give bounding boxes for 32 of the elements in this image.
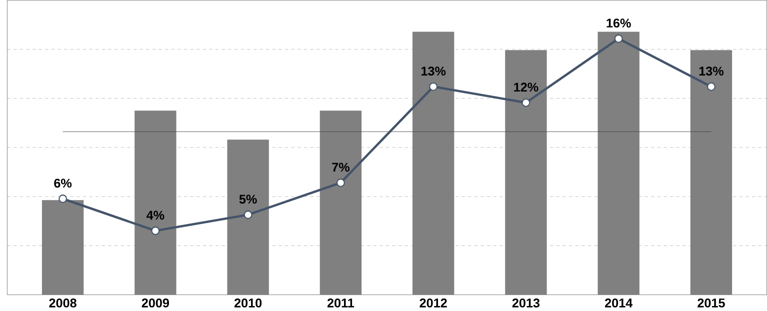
x-tick-label: 2010 <box>234 298 262 308</box>
data-label: 7% <box>332 162 350 172</box>
point <box>522 98 530 107</box>
data-label: 6% <box>54 178 72 188</box>
x-tick-label: 2015 <box>698 298 725 308</box>
point <box>244 210 252 219</box>
x-tick-label: 2012 <box>420 298 447 308</box>
bar <box>227 140 269 295</box>
x-tick-label: 2009 <box>142 298 169 308</box>
bar <box>320 110 362 295</box>
x-tick-label: 2014 <box>604 298 633 308</box>
point <box>429 82 438 91</box>
bar <box>598 32 640 295</box>
x-tick-label: 2008 <box>49 298 76 308</box>
bar <box>42 200 84 295</box>
data-label: 13% <box>699 66 724 76</box>
data-label: 5% <box>239 194 257 204</box>
data-label: 12% <box>514 82 538 92</box>
point <box>614 34 623 43</box>
point <box>336 178 345 187</box>
bar <box>505 50 547 295</box>
data-label: 13% <box>421 66 446 76</box>
point <box>707 82 716 91</box>
point <box>58 194 68 203</box>
bar <box>412 32 454 295</box>
bar <box>134 110 176 295</box>
x-tick-label: 2011 <box>327 298 354 308</box>
point <box>151 226 160 235</box>
x-tick-label: 2013 <box>512 298 540 308</box>
data-label: 4% <box>146 210 164 220</box>
data-label: 16% <box>606 18 631 28</box>
bar <box>690 50 732 295</box>
